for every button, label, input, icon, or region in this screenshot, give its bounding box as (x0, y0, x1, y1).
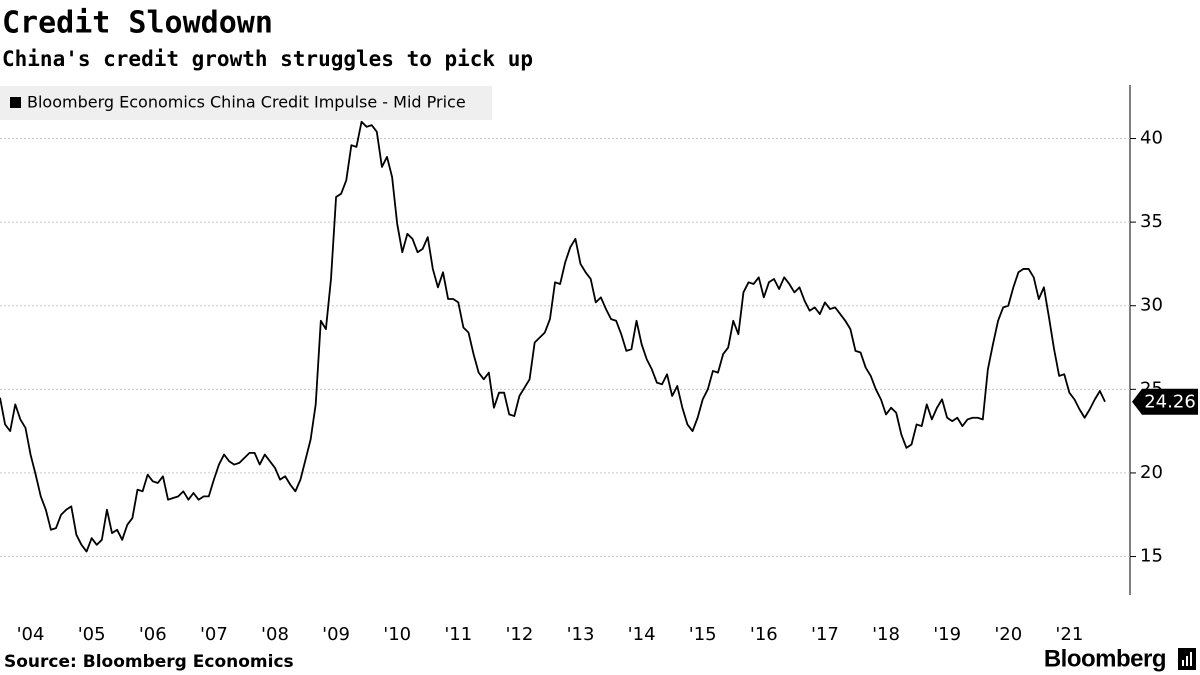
chart-title: Credit Slowdown (2, 6, 273, 41)
x-tick-label: '04 (17, 624, 45, 645)
callout-box (1132, 388, 1198, 415)
x-tick-label: '05 (78, 624, 106, 645)
x-tick-label: '10 (383, 624, 411, 645)
callout-label: 24.26 (1144, 392, 1196, 413)
legend-box (0, 86, 492, 120)
series-line (0, 120, 1106, 553)
brand: Bloomberg (1044, 645, 1166, 672)
x-tick-label: '18 (872, 624, 900, 645)
legend-swatch (10, 97, 21, 108)
x-tick-label: '11 (444, 624, 472, 645)
y-tick-label: 20 (1140, 462, 1163, 483)
y-tick-label: 40 (1140, 128, 1163, 149)
y-tick-label: 30 (1140, 295, 1163, 316)
x-tick-label: '19 (933, 624, 961, 645)
y-tick-label: 15 (1140, 546, 1163, 567)
x-tick-label: '09 (322, 624, 350, 645)
y-tick-label: 35 (1140, 211, 1163, 232)
brand-icon (1178, 648, 1196, 670)
x-tick-label: '14 (628, 624, 656, 645)
x-tick-label: '08 (261, 624, 289, 645)
x-tick-label: '07 (200, 624, 228, 645)
x-tick-label: '16 (750, 624, 778, 645)
x-tick-label: '15 (689, 624, 717, 645)
x-tick-label: '20 (994, 624, 1022, 645)
x-tick-label: '13 (567, 624, 595, 645)
x-tick-label: '12 (505, 624, 533, 645)
source: Source: Bloomberg Economics (4, 652, 294, 672)
legend-label: Bloomberg Economics China Credit Impulse… (27, 93, 466, 112)
last-value-callout: 24.26 (1132, 388, 1198, 415)
x-tick-label: '06 (139, 624, 167, 645)
x-tick-label: '21 (1055, 624, 1083, 645)
x-tick-label: '17 (811, 624, 839, 645)
chart-subtitle: China's credit growth struggles to pick … (2, 47, 533, 71)
